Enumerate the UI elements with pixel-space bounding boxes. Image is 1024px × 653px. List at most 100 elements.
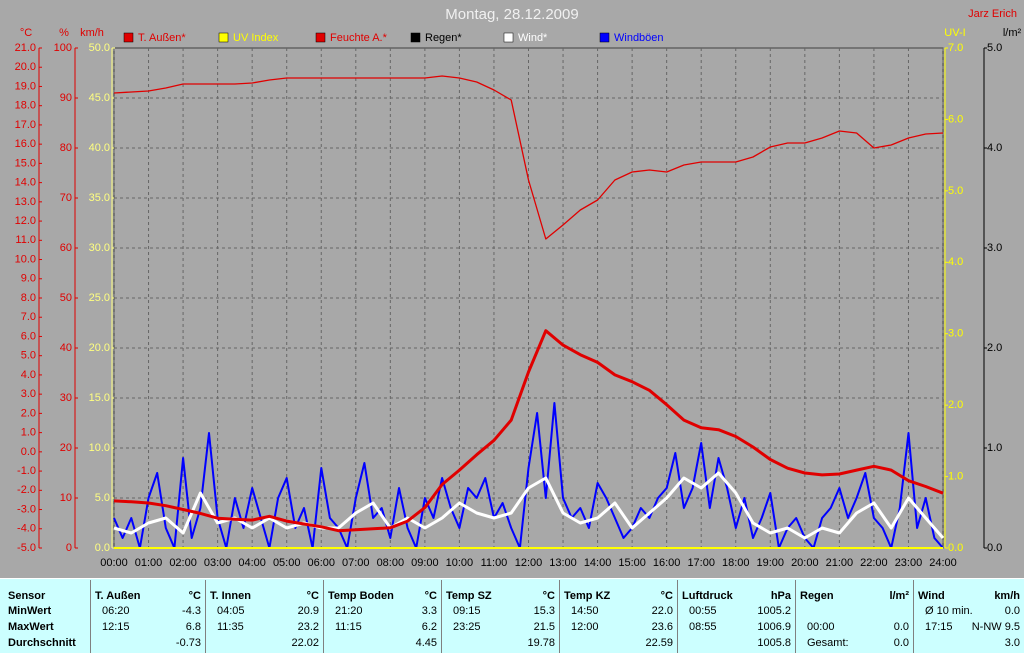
y-tick-label: 3.0 xyxy=(948,328,963,340)
y-tick-label: 12.0 xyxy=(15,215,36,227)
cell-value: 1006.9 xyxy=(757,621,791,633)
cell-time: 11:15 xyxy=(335,621,362,633)
legend-label: Windböen xyxy=(614,32,664,44)
y-tick-label: 20.0 xyxy=(15,61,36,73)
cell-value: 3.3 xyxy=(422,605,437,617)
cell-time: Ø 10 min. xyxy=(925,605,973,617)
y-tick-label: 19.0 xyxy=(15,80,36,92)
column-unit: °C xyxy=(661,590,673,602)
legend-label: Regen* xyxy=(425,32,462,44)
cell-value: 21.5 xyxy=(534,621,555,633)
x-tick-label: 17:00 xyxy=(687,557,715,569)
cell-value: 3.0 xyxy=(1005,637,1020,649)
column-header: Temp SZ xyxy=(446,590,492,602)
y-tick-label: -5.0 xyxy=(17,542,36,554)
cell-value: 6.8 xyxy=(186,621,201,633)
cell-time: 12:00 xyxy=(571,621,599,633)
axis-unit: UV-I xyxy=(944,27,965,39)
x-tick-label: 10:00 xyxy=(446,557,474,569)
y-tick-label: 15.0 xyxy=(15,157,36,169)
cell-time: 11:35 xyxy=(217,621,244,633)
y-tick-label: 5.0 xyxy=(21,350,36,362)
x-tick-label: 01:00 xyxy=(135,557,163,569)
y-tick-label: 40 xyxy=(60,342,72,354)
cell-value: 22.59 xyxy=(645,637,673,649)
y-tick-label: -3.0 xyxy=(17,503,36,515)
cell-value: -4.3 xyxy=(182,605,201,617)
y-tick-label: 90 xyxy=(60,92,72,104)
y-tick-label: 50.0 xyxy=(89,42,110,54)
y-tick-label: 6.0 xyxy=(948,113,963,125)
y-tick-label: 10.0 xyxy=(15,253,36,265)
column-unit: °C xyxy=(189,590,201,602)
axis-unit: l/m² xyxy=(1003,27,1022,39)
column-header: Regen xyxy=(800,590,834,602)
y-tick-label: 10 xyxy=(60,492,72,504)
y-tick-label: 1.0 xyxy=(21,427,36,439)
column-unit: l/m² xyxy=(889,590,909,602)
legend-swatch xyxy=(503,32,514,43)
cell-time: 12:15 xyxy=(102,621,130,633)
x-tick-label: 21:00 xyxy=(826,557,854,569)
x-tick-label: 12:00 xyxy=(515,557,543,569)
legend-swatch xyxy=(123,32,134,43)
axis-unit: km/h xyxy=(80,27,104,39)
legend-swatch xyxy=(218,32,229,43)
row-label: MinWert xyxy=(8,605,52,617)
x-tick-label: 20:00 xyxy=(791,557,819,569)
x-tick-label: 02:00 xyxy=(169,557,197,569)
column-unit: °C xyxy=(307,590,319,602)
x-tick-label: 13:00 xyxy=(549,557,577,569)
x-tick-label: 18:00 xyxy=(722,557,750,569)
cell-time: 06:20 xyxy=(102,605,130,617)
table: Sensor MinWert MaxWert Durchschnitt T. Außen… xyxy=(8,580,1020,653)
y-tick-label: 0.0 xyxy=(948,542,963,554)
y-tick-label: 30 xyxy=(60,392,72,404)
y-tick-label: 0.0 xyxy=(95,542,110,554)
cell-time: 08:55 xyxy=(689,621,717,633)
y-tick-label: 7.0 xyxy=(21,311,36,323)
cell-value: 20.9 xyxy=(298,605,319,617)
cell-time: 21:20 xyxy=(335,605,363,617)
y-tick-label: 60 xyxy=(60,242,72,254)
y-tick-label: 25.0 xyxy=(89,292,110,304)
chart-title: Montag, 28.12.2009 xyxy=(445,6,578,23)
y-tick-label: 10.0 xyxy=(89,442,110,454)
y-tick-label: 45.0 xyxy=(89,92,110,104)
cell-value: 0.0 xyxy=(894,637,909,649)
x-tick-label: 19:00 xyxy=(757,557,785,569)
cell-value: 22.0 xyxy=(652,605,673,617)
legend-label: Wind* xyxy=(518,32,548,44)
y-tick-label: 20.0 xyxy=(89,342,110,354)
y-tick-label: 0.0 xyxy=(21,446,36,458)
y-tick-label: 14.0 xyxy=(15,177,36,189)
x-tick-label: 14:00 xyxy=(584,557,612,569)
y-tick-label: 4.0 xyxy=(987,142,1002,154)
y-tick-label: 2.0 xyxy=(948,399,963,411)
y-tick-label: 18.0 xyxy=(15,100,36,112)
table-header: Sensor xyxy=(8,590,46,602)
x-tick-label: 05:00 xyxy=(273,557,301,569)
axis-unit: % xyxy=(59,27,69,39)
column-header: Luftdruck xyxy=(682,590,734,602)
cell-value: 19.78 xyxy=(527,637,555,649)
y-tick-label: 16.0 xyxy=(15,138,36,150)
x-tick-label: 16:00 xyxy=(653,557,681,569)
legend-label: T. Außen* xyxy=(138,32,186,44)
axis-unit: °C xyxy=(20,27,32,39)
y-tick-label: 35.0 xyxy=(89,192,110,204)
cell-value: 15.3 xyxy=(534,605,555,617)
x-tick-label: 00:00 xyxy=(100,557,128,569)
y-tick-label: 50 xyxy=(60,292,72,304)
legend-label: UV Index xyxy=(233,32,279,44)
column-unit: km/h xyxy=(994,590,1020,602)
x-tick-label: 22:00 xyxy=(860,557,888,569)
x-tick-label: 04:00 xyxy=(238,557,266,569)
column-unit: °C xyxy=(543,590,555,602)
y-tick-label: 8.0 xyxy=(21,292,36,304)
x-tick-label: 24:00 xyxy=(929,557,957,569)
y-tick-label: 1.0 xyxy=(948,470,963,482)
cell-value: 0.0 xyxy=(894,621,909,633)
column-unit: hPa xyxy=(771,590,792,602)
